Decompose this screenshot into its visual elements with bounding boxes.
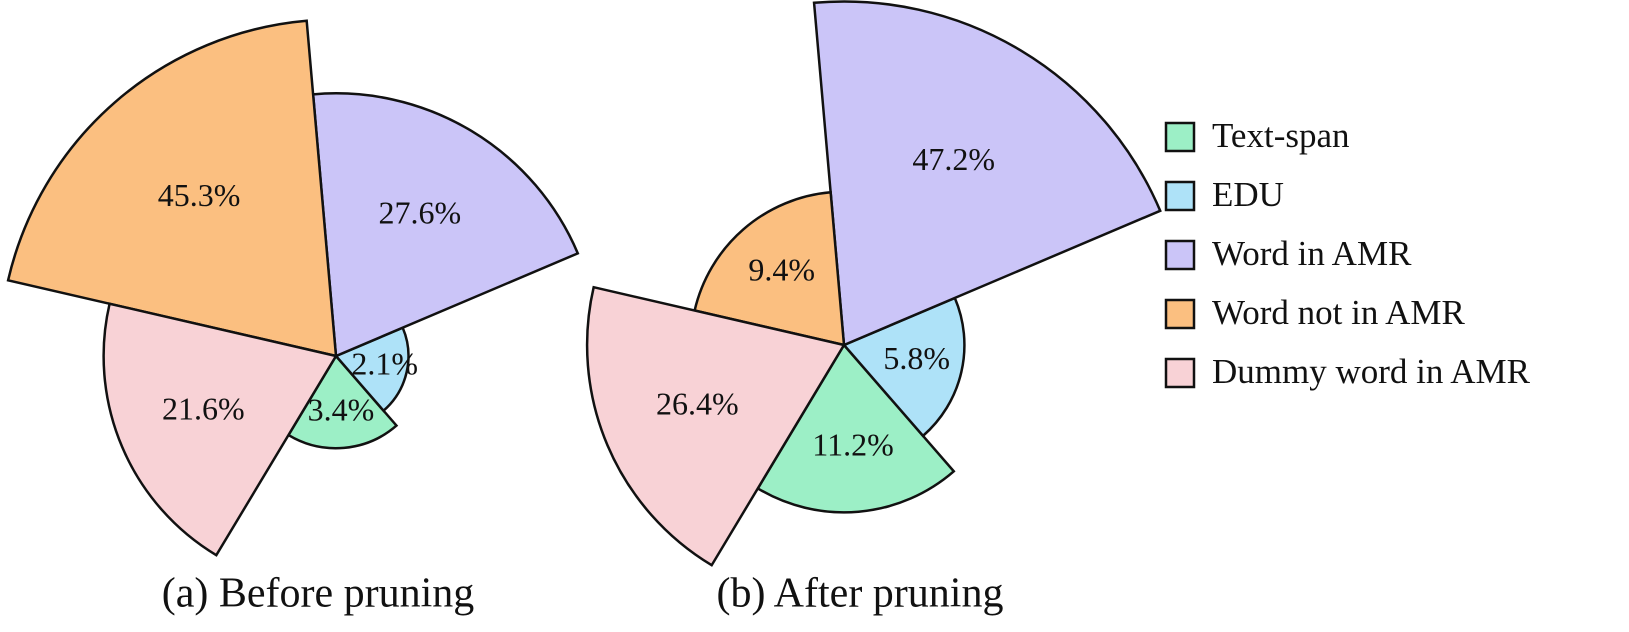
caption: (a) Before pruning [162,571,475,617]
legend-swatch [1164,239,1196,271]
value-label: 26.4% [656,386,739,422]
wedge [6,19,338,358]
value-label: 5.8% [883,340,950,376]
legend-swatch [1164,180,1196,212]
wedge [311,92,580,358]
value-label: 45.3% [158,177,241,213]
value-label: 27.6% [379,195,462,231]
legend-label: Dummy word in AMR [1212,352,1531,391]
wedge [693,190,846,347]
value-label: 11.2% [812,427,893,463]
wedge [102,302,338,557]
value-label: 9.4% [748,252,815,288]
value-label: 21.6% [162,391,245,427]
legend-label: EDU [1212,175,1284,214]
wedge [585,285,846,567]
value-label: 3.4% [308,391,375,427]
legend-label: Word not in AMR [1212,293,1466,332]
wedge [812,0,1162,347]
caption: (b) After pruning [717,571,1004,617]
wedge [286,353,399,450]
value-label: 47.2% [912,141,995,177]
legend-label: Text-span [1212,116,1350,155]
legend-swatch [1164,357,1196,389]
wedge [756,342,956,514]
legend-swatch [1164,298,1196,330]
legend-swatch [1164,121,1196,153]
legend-label: Word in AMR [1212,234,1412,273]
value-label: 2.1% [351,346,418,382]
